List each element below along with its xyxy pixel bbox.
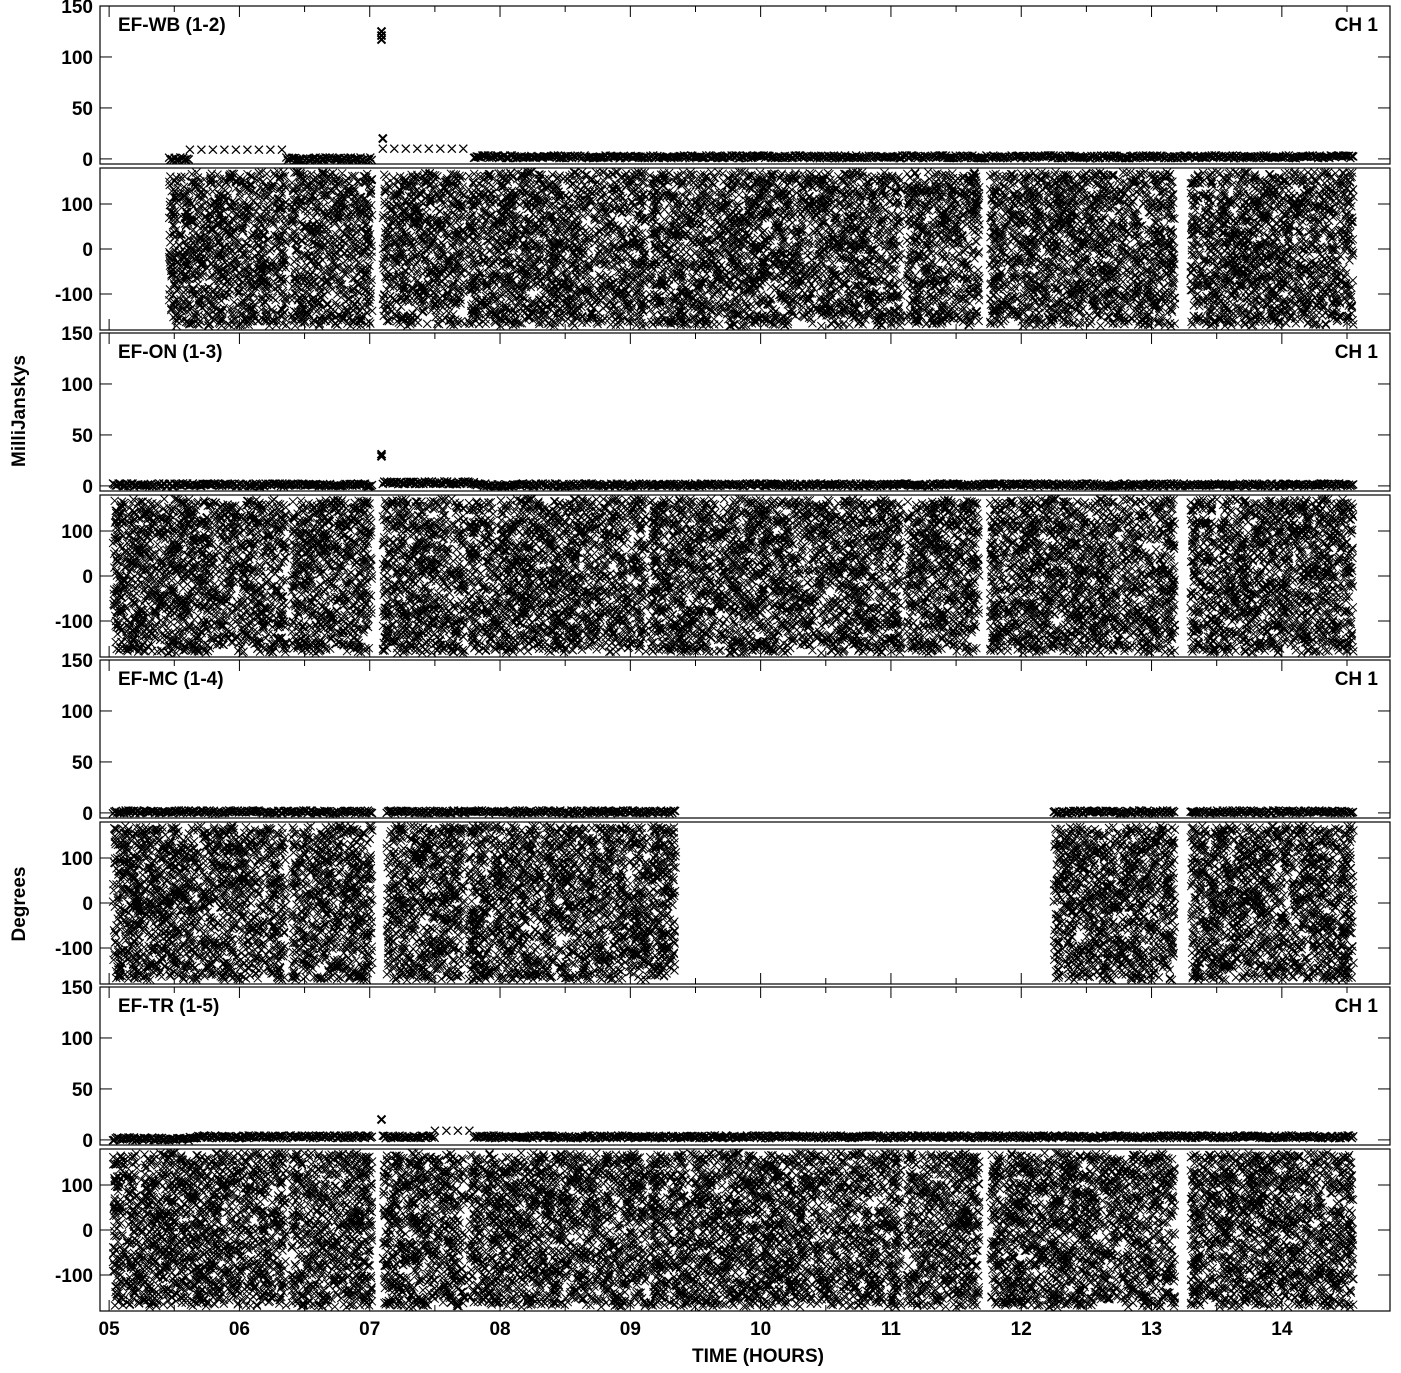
amplitude-tick-label: 100 (61, 48, 93, 69)
plot-layer (108, 26, 1358, 1312)
channel-label: CH 1 (1335, 15, 1379, 36)
phase-tick-label: -100 (55, 285, 93, 306)
amplitude-tick-label: 100 (61, 375, 93, 396)
x-tick-label: 10 (750, 1319, 771, 1340)
amplitude-frame (99, 986, 1391, 1146)
amplitude-tick-label: 150 (61, 651, 93, 672)
amplitude-frame (99, 5, 1391, 165)
text-layer: MilliJanskys Degrees TIME (HOURS) 050100… (9, 0, 1378, 1367)
y-axis-label-amplitude: MilliJanskys (9, 355, 30, 467)
x-tick-label: 12 (1011, 1319, 1032, 1340)
amplitude-outlier-point (378, 133, 388, 144)
baseline-label: EF-WB (1-2) (118, 15, 226, 36)
frame-layer (99, 5, 1391, 1312)
x-tick-label: 08 (489, 1319, 510, 1340)
phase-tick-label: 100 (61, 522, 93, 543)
phase-tick-label: 100 (61, 849, 93, 870)
amplitude-tick-label: 50 (72, 99, 93, 120)
amplitude-scatter-series (164, 144, 1358, 165)
phase-tick-label: 0 (82, 894, 93, 915)
baseline-label: EF-ON (1-3) (118, 342, 223, 363)
phase-tick-label: -100 (55, 1266, 93, 1287)
x-tick-label: 11 (881, 1319, 902, 1340)
x-tick-label: 06 (229, 1319, 250, 1340)
amplitude-outlier-point (376, 34, 387, 45)
amplitude-tick-label: 100 (61, 1029, 93, 1050)
x-tick-label: 13 (1141, 1319, 1162, 1340)
amplitude-scatter-series (108, 476, 1358, 491)
phase-tick-label: 100 (61, 1176, 93, 1197)
amplitude-tick-label: 50 (72, 426, 93, 447)
x-axis-label: TIME (HOURS) (692, 1346, 824, 1367)
baseline-label: EF-TR (1-5) (118, 996, 219, 1017)
panel-1 (164, 26, 1358, 331)
amplitude-scatter-series (108, 805, 1358, 818)
channel-label: CH 1 (1335, 342, 1379, 363)
x-tick-label: 05 (99, 1319, 121, 1340)
phase-scatter-series (108, 494, 1358, 658)
channel-label: CH 1 (1335, 669, 1379, 690)
amplitude-outlier-point (376, 1114, 387, 1125)
amplitude-scatter-series (108, 1126, 1358, 1145)
phase-scatter-series (164, 167, 1358, 331)
amplitude-tick-label: 50 (72, 753, 93, 774)
amplitude-outlier-point (376, 451, 387, 462)
x-tick-label: 09 (620, 1319, 641, 1340)
amplitude-tick-label: 0 (82, 1131, 93, 1152)
phase-tick-label: 0 (82, 567, 93, 588)
amplitude-tick-label: 150 (61, 0, 93, 18)
panel-4 (108, 1114, 1358, 1312)
x-tick-label: 14 (1271, 1319, 1293, 1340)
panel-3 (108, 805, 1358, 985)
amplitude-tick-label: 0 (82, 804, 93, 825)
phase-tick-label: 100 (61, 195, 93, 216)
amplitude-tick-label: 150 (61, 324, 93, 345)
amplitude-tick-label: 0 (82, 477, 93, 498)
amplitude-tick-label: 100 (61, 702, 93, 723)
amplitude-tick-label: 50 (72, 1080, 93, 1101)
phase-tick-label: 0 (82, 1221, 93, 1242)
phase-tick-label: -100 (55, 939, 93, 960)
amplitude-frame (99, 332, 1391, 492)
baseline-label: EF-MC (1-4) (118, 669, 224, 690)
phase-tick-label: 0 (82, 240, 93, 261)
x-tick-label: 07 (359, 1319, 380, 1340)
amplitude-tick-label: 0 (82, 150, 93, 171)
channel-label: CH 1 (1335, 996, 1379, 1017)
y-axis-label-phase: Degrees (9, 867, 30, 942)
phase-scatter-series (108, 821, 1358, 985)
phase-scatter-series (108, 1148, 1358, 1312)
phase-tick-label: -100 (55, 612, 93, 633)
amplitude-frame (99, 659, 1391, 819)
panel-2 (108, 449, 1358, 658)
amplitude-tick-label: 150 (61, 978, 93, 999)
amplitude-outlier-point (376, 449, 387, 460)
